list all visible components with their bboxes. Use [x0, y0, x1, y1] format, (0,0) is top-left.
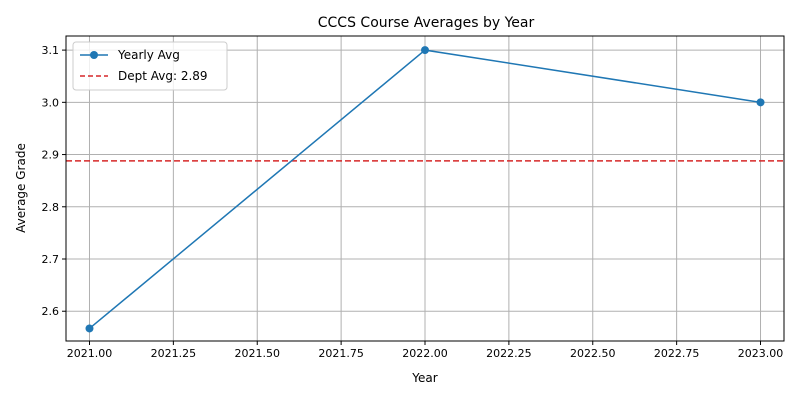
x-tick-label: 2022.75	[654, 347, 700, 360]
x-tick-label: 2021.50	[234, 347, 280, 360]
yearly-avg-point	[421, 46, 429, 55]
x-axis-label: Year	[411, 371, 437, 385]
yearly-avg-point	[756, 98, 765, 107]
x-tick-label: 2022.00	[402, 347, 448, 360]
y-tick-label: 2.7	[42, 253, 60, 266]
y-tick-label: 2.8	[42, 201, 60, 214]
y-tick-label: 2.6	[42, 305, 60, 318]
y-tick-label: 3.1	[42, 44, 60, 57]
x-tick-label: 2021.00	[67, 347, 113, 360]
yearly-avg-point	[85, 324, 94, 333]
legend-marker-yearly-avg	[90, 51, 98, 59]
legend-label-yearly-avg: Yearly Avg	[117, 48, 180, 62]
y-tick-label: 2.9	[42, 149, 60, 162]
x-tick-label: 2021.25	[151, 347, 197, 360]
chart-title: CCCS Course Averages by Year	[318, 15, 535, 31]
legend: Yearly Avg Dept Avg: 2.89	[72, 41, 228, 91]
y-axis-label: Average Grade	[14, 143, 28, 233]
legend-box	[72, 41, 228, 91]
legend-label-dept-avg: Dept Avg: 2.89	[118, 69, 208, 83]
series-layer	[66, 46, 784, 333]
x-tick-label: 2023.00	[738, 347, 784, 360]
x-tick-label: 2022.50	[570, 347, 616, 360]
x-tick-label: 2022.25	[486, 347, 532, 360]
x-tick-label: 2021.75	[318, 347, 364, 360]
axis-ticks: 2021.00 2021.25 2021.50 2021.75 2022.00 2022.…	[42, 44, 784, 360]
y-tick-label: 3.0	[42, 96, 60, 109]
